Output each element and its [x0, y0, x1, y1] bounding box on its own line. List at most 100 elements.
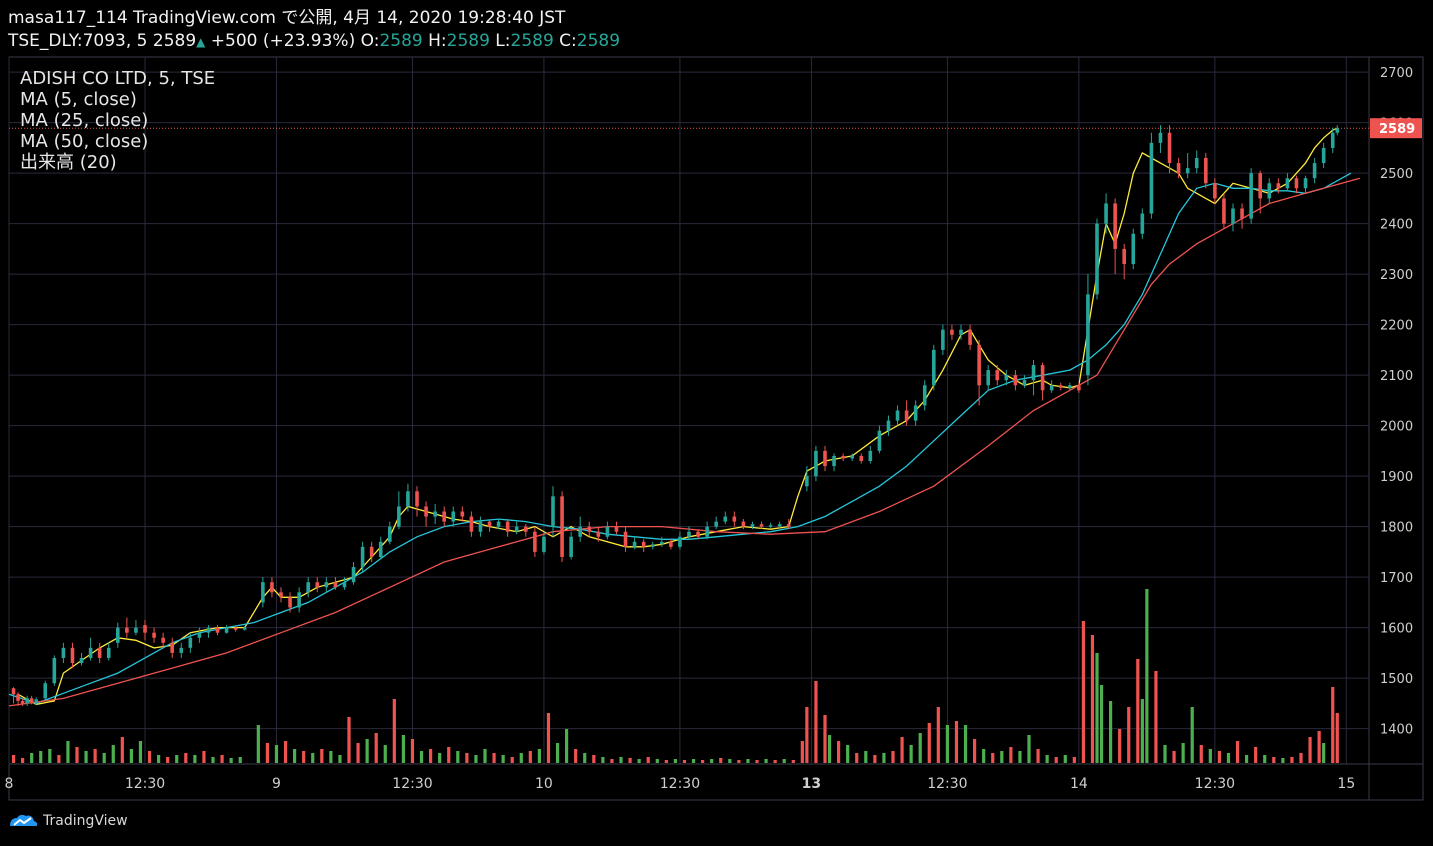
- candle-body: [660, 541, 664, 545]
- candle-body: [1140, 213, 1145, 234]
- candle-body: [832, 455, 836, 467]
- volume-bar: [220, 755, 224, 763]
- candle-body: [16, 694, 20, 701]
- volume-bar: [510, 757, 514, 763]
- candle-body: [1031, 365, 1036, 381]
- volume-bar: [483, 749, 487, 763]
- candle-body: [1040, 365, 1045, 391]
- volume-bar: [1263, 755, 1267, 763]
- candle-body: [814, 450, 818, 477]
- candle-body: [1204, 158, 1208, 184]
- volume-bar: [347, 717, 351, 763]
- candle-body: [406, 491, 410, 507]
- price-tick-label: 1900: [1380, 470, 1413, 485]
- legend-ma50[interactable]: MA (50, close): [20, 131, 149, 152]
- volume-bar: [773, 760, 777, 763]
- tradingview-logo-icon: [10, 814, 38, 826]
- candle-body: [342, 582, 347, 588]
- candle-body: [25, 698, 29, 704]
- candle-body: [1303, 178, 1308, 189]
- time-tick-label: 12:30: [1195, 776, 1235, 792]
- volume-bar: [610, 759, 614, 763]
- open-label: O:: [360, 31, 380, 51]
- volume-bar: [982, 749, 986, 763]
- volume-bar: [293, 749, 297, 763]
- candle-body: [1176, 163, 1181, 174]
- volume-bar: [157, 755, 161, 763]
- candle-body: [542, 536, 546, 552]
- volume-bar: [1127, 707, 1131, 763]
- legend-symbol[interactable]: ADISH CO LTD, 5, TSE: [20, 68, 216, 89]
- volume-bar: [963, 725, 968, 763]
- high-label: H:: [428, 31, 447, 51]
- candle-body: [895, 410, 900, 421]
- candle-body: [188, 637, 193, 648]
- footer-brand[interactable]: TradingView: [8, 812, 128, 830]
- volume-bar: [991, 753, 995, 763]
- volume-bar: [846, 745, 850, 763]
- volume-bar: [882, 753, 886, 763]
- candle-body: [11, 688, 16, 695]
- candle-body: [206, 627, 211, 633]
- legend-ma5[interactable]: MA (5, close): [20, 89, 137, 110]
- volume-bar: [84, 751, 88, 763]
- price-tick-label: 1800: [1380, 521, 1413, 536]
- legend-ma25[interactable]: MA (25, close): [20, 110, 149, 131]
- price-change: +500 (+23.93%): [210, 31, 356, 51]
- volume-bar: [166, 757, 170, 763]
- volume-bar: [827, 735, 832, 763]
- legend-volume[interactable]: 出来高 (20): [20, 152, 117, 173]
- volume-bar: [565, 729, 569, 763]
- candle-body: [97, 647, 102, 658]
- volume-bar: [1095, 653, 1099, 763]
- volume-bar: [501, 755, 505, 763]
- volume-bar: [11, 755, 16, 763]
- volume-bar: [855, 753, 859, 763]
- candle-body: [932, 349, 936, 386]
- price-tick-label: 2100: [1380, 369, 1413, 384]
- volume-bar: [628, 758, 632, 763]
- volume-bar: [574, 749, 578, 763]
- candle-body: [1004, 375, 1009, 381]
- volume-bar: [1099, 685, 1104, 763]
- volume-bar: [365, 739, 369, 763]
- candle-body: [859, 455, 864, 461]
- price-tick-label: 1400: [1380, 723, 1413, 738]
- last-price: 2589: [152, 31, 197, 51]
- volume-bar: [1299, 753, 1303, 763]
- candle-body: [850, 455, 854, 459]
- volume-bar: [175, 755, 179, 763]
- volume-bar: [800, 741, 804, 763]
- candle-body: [759, 524, 764, 527]
- volume-bar: [791, 760, 795, 763]
- candle-body: [1131, 233, 1136, 265]
- volume-bar: [111, 745, 115, 763]
- volume-bar: [229, 758, 233, 763]
- candle-body: [315, 582, 320, 588]
- volume-bar: [1027, 735, 1031, 763]
- candle-body: [1049, 385, 1054, 391]
- volume-bar: [474, 755, 478, 763]
- volume-bar: [719, 758, 723, 763]
- time-tick-label: 12:30: [392, 776, 432, 792]
- candle-body: [1113, 203, 1117, 249]
- candle-body: [777, 524, 782, 527]
- volume-bar: [93, 749, 97, 763]
- volume-bar: [673, 759, 677, 763]
- volume-bar: [814, 681, 818, 763]
- volume-bar: [383, 745, 387, 763]
- candle-body: [732, 516, 737, 522]
- candle-body: [1249, 173, 1253, 219]
- time-tick-label: 12:30: [125, 776, 165, 792]
- volume-bar: [392, 699, 396, 763]
- volume-bar: [1036, 749, 1040, 763]
- candle-body: [723, 516, 728, 522]
- volume-bar: [447, 747, 451, 763]
- volume-bar: [138, 741, 143, 763]
- volume-bar: [1140, 699, 1144, 763]
- candle-body: [297, 592, 301, 608]
- candle-body: [714, 521, 718, 527]
- volume-bar: [583, 753, 587, 763]
- volume-bar: [682, 760, 687, 763]
